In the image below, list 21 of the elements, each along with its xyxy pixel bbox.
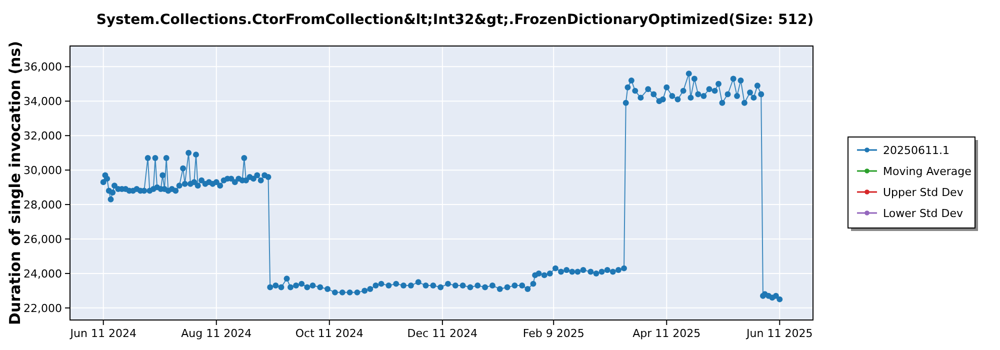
x-tick-label: Oct 11 2024 [295, 327, 364, 340]
y-tick-label: 36,000 [24, 60, 62, 74]
y-axis-title: Duration of single invocation (ns) [6, 41, 24, 325]
y-tick-label: 26,000 [24, 232, 62, 246]
x-tick-label: Jun 11 2024 [69, 327, 136, 340]
legend-label: Moving Average [883, 164, 972, 178]
y-tick-label: 30,000 [24, 164, 62, 177]
x-tick-label: Aug 11 2024 [181, 327, 252, 340]
legend-label: Upper Std Dev [883, 186, 964, 199]
legend-label: 20250611.1 [883, 144, 950, 157]
x-tick-label: Dec 11 2024 [407, 327, 478, 340]
y-tick-label: 28,000 [24, 198, 62, 212]
y-tick-label: 34,000 [24, 94, 62, 108]
x-tick-label: Jun 11 2025 [746, 327, 813, 340]
x-tick-label: Feb 9 2025 [522, 327, 584, 340]
x-tick-label: Apr 11 2025 [632, 327, 701, 340]
y-tick-label: 22,000 [24, 302, 62, 315]
legend-label: Lower Std Dev [883, 206, 964, 220]
chart-title: System.Collections.CtorFromCollection&lt;Int32&gt;.FrozenDictionaryOptimized(Size: 512) [96, 12, 814, 28]
y-tick-label: 32,000 [24, 129, 62, 142]
y-tick-label: 24,000 [24, 267, 62, 280]
